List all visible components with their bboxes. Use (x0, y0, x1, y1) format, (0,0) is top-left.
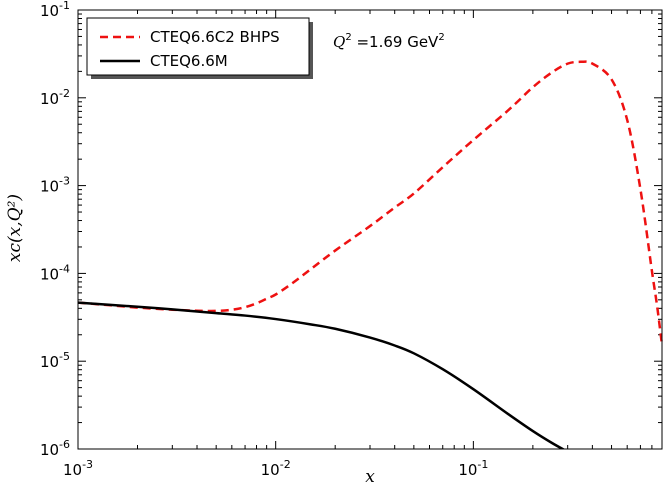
x-tick-label-base: 10 (458, 461, 477, 479)
y-tick-label-exp: -5 (59, 350, 70, 363)
y-tick-label-base: 10 (40, 265, 59, 283)
q2-value: =1.69 GeV (352, 33, 439, 51)
y-tick-label-exp: -3 (59, 175, 70, 188)
y-tick-label-exp: -1 (59, 0, 70, 12)
x-tick-label-base: 10 (63, 461, 82, 479)
legend-box (86, 17, 310, 76)
plot-area (78, 10, 662, 449)
y-tick-label: 10-2 (40, 87, 70, 108)
y-tick-label-exp: -2 (59, 87, 70, 100)
x-tick-label-exp: -1 (477, 458, 488, 471)
x-tick-label-exp: -3 (82, 458, 93, 471)
y-tick-label: 10-5 (40, 350, 70, 371)
y-tick-label: 10-3 (40, 175, 70, 196)
y-tick-label: 10-1 (40, 0, 70, 20)
y-tick-label: 10-4 (40, 262, 70, 283)
q2-annotation: Q2 =1.69 GeV2 (333, 32, 445, 51)
legend: CTEQ6.6C2 BHPS CTEQ6.6M (86, 17, 313, 79)
x-tick-label: 10-3 (63, 458, 93, 479)
x-tick-label: 10-1 (458, 458, 488, 479)
y-axis-title: xc(x,Q²) (5, 194, 25, 262)
legend-label-cteq: CTEQ6.6M (150, 52, 228, 70)
y-tick-label-base: 10 (40, 441, 59, 459)
q2-symbol-exp: 2 (345, 32, 351, 43)
y-tick-label: 10-6 (40, 438, 70, 459)
series-line-cteq66m (78, 301, 566, 449)
y-tick-label-base: 10 (40, 178, 59, 196)
plot-frame (77, 9, 663, 450)
series-line-bhps (78, 60, 664, 346)
y-tick-label-base: 10 (40, 353, 59, 371)
legend-label-bhps: CTEQ6.6C2 BHPS (150, 28, 280, 46)
q2-unit-exp: 2 (438, 32, 444, 43)
q2-symbol: Q (333, 33, 345, 51)
y-tick-label-exp: -4 (59, 262, 70, 275)
series-layer (78, 60, 664, 449)
x-axis-title: x (365, 467, 375, 487)
x-tick-label-exp: -2 (280, 458, 291, 471)
x-tick-label-base: 10 (261, 461, 280, 479)
x-tick-label: 10-2 (261, 458, 291, 479)
y-tick-label-base: 10 (40, 2, 59, 20)
y-tick-label-base: 10 (40, 90, 59, 108)
y-tick-label-exp: -6 (59, 438, 70, 451)
labels-layer: 10-3 10-2 10-110-610-510-410-310-210-1 (40, 0, 488, 479)
